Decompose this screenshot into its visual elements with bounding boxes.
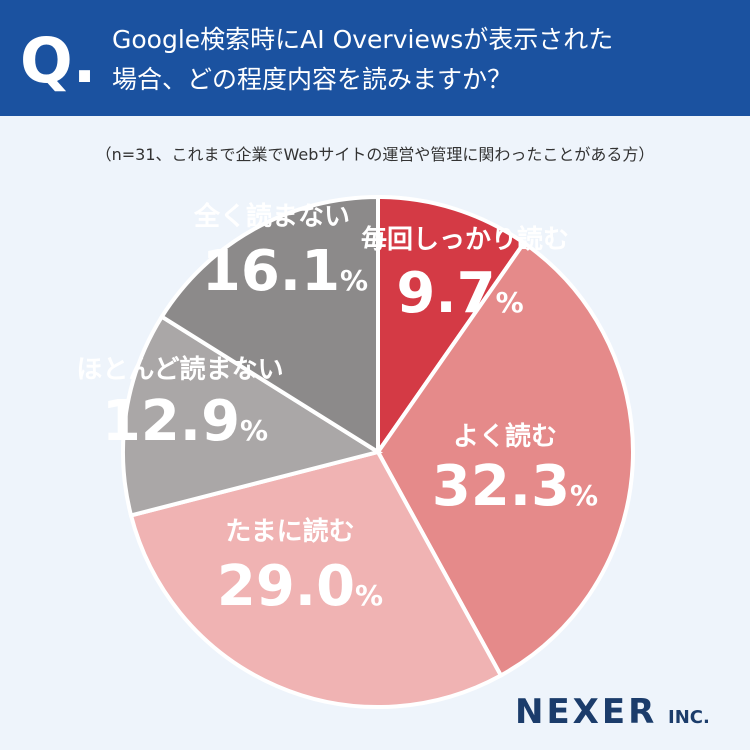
- pie-slice: [128, 449, 504, 709]
- logo-suffix: INC.: [668, 707, 710, 728]
- q-mark: Q.: [20, 24, 96, 97]
- pie-slice: [159, 194, 380, 456]
- subtitle: （n=31、これまで企業でWebサイトの運営や管理に関わったことがある方）: [96, 145, 655, 164]
- slice-value: 29.0%: [217, 554, 383, 619]
- slice-name: 全く読まない: [193, 201, 350, 232]
- slice-name: 毎回しっかり読む: [361, 224, 569, 255]
- title-line: 場合、どの程度内容を読みますか？: [112, 65, 512, 94]
- pie: [121, 194, 635, 709]
- slice-value: 32.3%: [432, 454, 598, 519]
- header-band: [0, 0, 750, 116]
- slice-value: 9.7%: [396, 261, 523, 326]
- slice-value: 16.1%: [202, 239, 368, 304]
- slice-name: よく読む: [453, 421, 557, 452]
- slice-value: 12.9%: [102, 389, 268, 454]
- pie-slice: [121, 313, 384, 518]
- title-line: Google検索時にAI Overviewsが表示された: [112, 25, 613, 54]
- slice-name: ほとんど読まない: [76, 354, 283, 385]
- logo-name: NEXER: [515, 692, 657, 732]
- slice-name: たまに読む: [225, 516, 354, 547]
- pie-slice: [376, 194, 527, 459]
